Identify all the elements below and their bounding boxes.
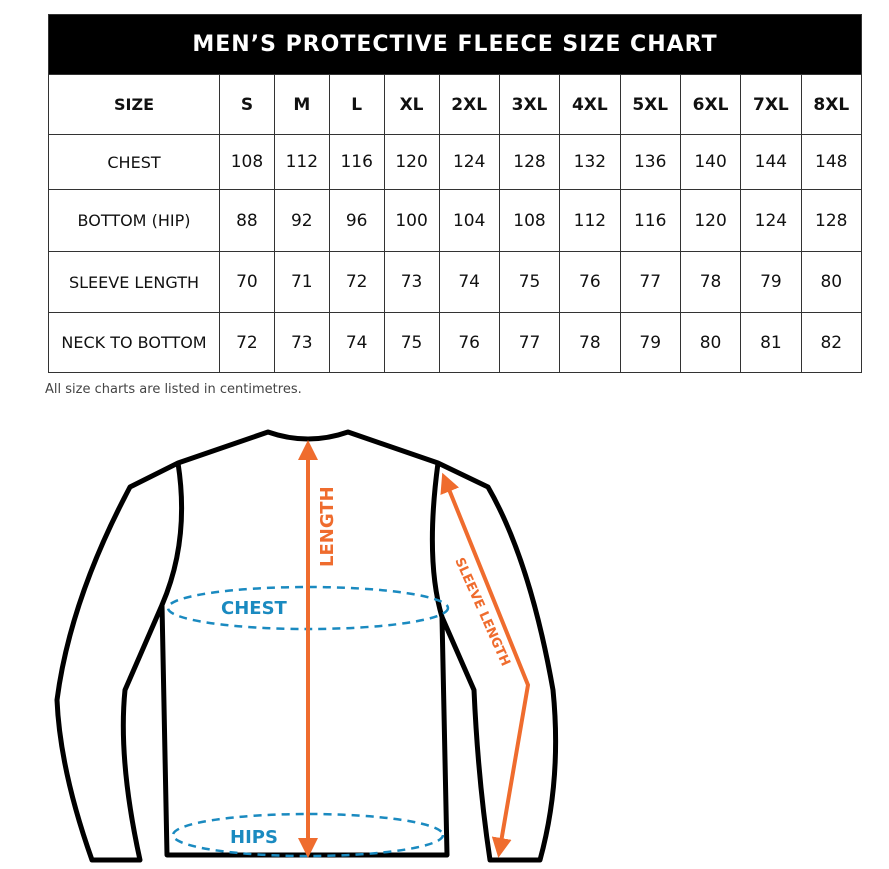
table-cell: 112 (273, 134, 330, 190)
row-label: CHEST (48, 134, 220, 190)
length-label: LENGTH (317, 486, 338, 567)
hips-label: HIPS (230, 827, 278, 848)
table-cell: 76 (438, 312, 500, 373)
table-cell: 74 (438, 251, 500, 313)
size-header-7xl: 7XL (740, 74, 802, 135)
size-header-3xl: 3XL (498, 74, 561, 135)
table-cell: 80 (800, 251, 863, 313)
size-header-5xl: 5XL (619, 74, 681, 135)
table-cell: 96 (328, 189, 385, 252)
sleeve-length-arrow (440, 472, 531, 858)
units-note: All size charts are listed in centimetre… (45, 382, 302, 397)
size-header-4xl: 4XL (559, 74, 621, 135)
table-cell: 136 (619, 134, 681, 190)
size-header-s: S (219, 74, 275, 135)
table-cell: 144 (740, 134, 802, 190)
table-cell: 104 (438, 189, 500, 252)
size-header-6xl: 6XL (679, 74, 742, 135)
table-cell: 120 (679, 189, 742, 252)
table-cell: 77 (498, 312, 561, 373)
row-label: NECK TO BOTTOM (48, 312, 220, 373)
table-cell: 73 (273, 312, 330, 373)
table-row: NECK TO BOTTOM 72 73 74 75 76 77 78 79 80 81 82 (48, 312, 863, 373)
table-cell: 76 (559, 251, 621, 313)
table-cell: 70 (219, 251, 275, 313)
table-cell: 80 (679, 312, 742, 373)
table-cell: 128 (800, 189, 863, 252)
table-cell: 120 (383, 134, 440, 190)
size-header-2xl: 2XL (438, 74, 500, 135)
table-cell: 71 (273, 251, 330, 313)
table-cell: 116 (619, 189, 681, 252)
table-cell: 128 (498, 134, 561, 190)
table-cell: 75 (383, 312, 440, 373)
table-row: CHEST 108 112 116 120 124 128 132 136 140 144 148 (48, 134, 863, 190)
table-cell: 75 (498, 251, 561, 313)
table-cell: 79 (740, 251, 802, 313)
table-cell: 81 (740, 312, 802, 373)
table-cell: 88 (219, 189, 275, 252)
row-label: BOTTOM (HIP) (48, 189, 220, 252)
chart-title: MEN’S PROTECTIVE FLEECE SIZE CHART (48, 14, 862, 75)
table-cell: 82 (800, 312, 863, 373)
chest-label: CHEST (221, 598, 288, 619)
table-cell: 74 (328, 312, 385, 373)
table-cell: 92 (273, 189, 330, 252)
table-cell: 79 (619, 312, 681, 373)
table-cell: 140 (679, 134, 742, 190)
table-cell: 78 (559, 312, 621, 373)
table-cell: 116 (328, 134, 385, 190)
size-header-8xl: 8XL (800, 74, 863, 135)
size-chart-table: MEN’S PROTECTIVE FLEECE SIZE CHART SIZE … (48, 14, 863, 373)
table-cell: 72 (219, 312, 275, 373)
